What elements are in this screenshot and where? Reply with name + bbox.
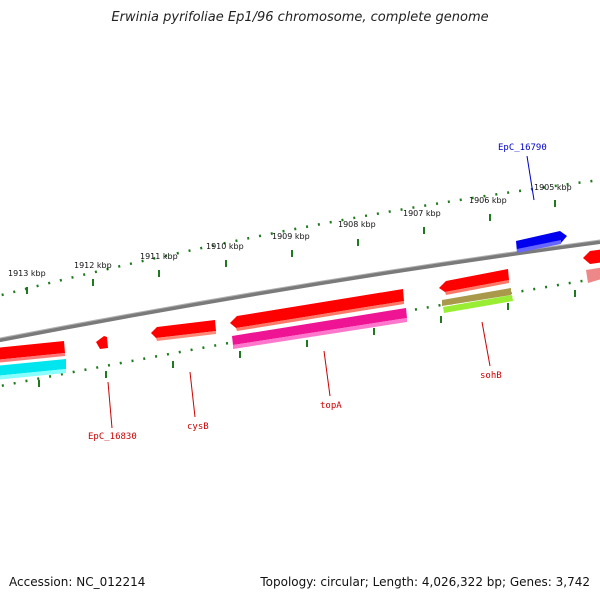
tick-label: 1912 kbp xyxy=(74,261,112,270)
tick-label: 1906 kbp xyxy=(469,196,507,205)
accession-text: Accession: NC_012214 xyxy=(9,575,146,589)
inner-major-ticks xyxy=(38,290,576,387)
gene-feature-topA-magenta[interactable] xyxy=(232,308,407,349)
chromosome-backbone xyxy=(0,240,600,343)
tick-label: 1909 kbp xyxy=(272,232,310,241)
gene-feature-cyan[interactable] xyxy=(0,359,66,380)
gene-feature-olive[interactable] xyxy=(442,288,511,306)
page-title: Erwinia pyrifoliae Ep1/96 chromosome, co… xyxy=(111,10,489,25)
outer-major-ticks xyxy=(26,200,556,294)
gene-feature-topA-red[interactable] xyxy=(230,289,404,331)
topology-text: Topology: circular; Length: 4,026,322 bp… xyxy=(260,575,590,589)
leader-line-topA xyxy=(323,350,331,397)
leader-line-epc16790 xyxy=(526,155,535,201)
gene-feature-lime[interactable] xyxy=(443,295,513,313)
gene-label-epc16790: EpC_16790 xyxy=(498,143,547,153)
gene-feature-cysB[interactable] xyxy=(151,320,216,341)
gene-label-cysB: cysB xyxy=(187,422,209,432)
gene-feature-epc16790[interactable] xyxy=(516,231,567,253)
tick-label: 1908 kbp xyxy=(338,220,376,229)
gene-feature-epc16830[interactable] xyxy=(96,336,108,349)
leader-line-epc16830 xyxy=(107,381,113,429)
gene-feature-right-edge[interactable] xyxy=(583,249,600,283)
leader-line-cysB xyxy=(189,371,196,418)
tick-label: 1911 kbp xyxy=(140,252,178,261)
gene-feature-sohB-red[interactable] xyxy=(439,269,509,295)
tick-label: 1907 kbp xyxy=(403,209,441,218)
tick-label: 1910 kbp xyxy=(206,242,244,251)
gene-label-sohB: sohB xyxy=(480,371,502,381)
tick-label: 1905 kbp xyxy=(534,183,572,192)
gene-label-epc16830: EpC_16830 xyxy=(88,432,137,442)
tick-label: 1913 kbp xyxy=(8,269,46,278)
gene-label-topA: topA xyxy=(320,401,342,411)
gene-feature-left[interactable] xyxy=(0,341,65,363)
leader-line-sohB xyxy=(481,321,491,367)
